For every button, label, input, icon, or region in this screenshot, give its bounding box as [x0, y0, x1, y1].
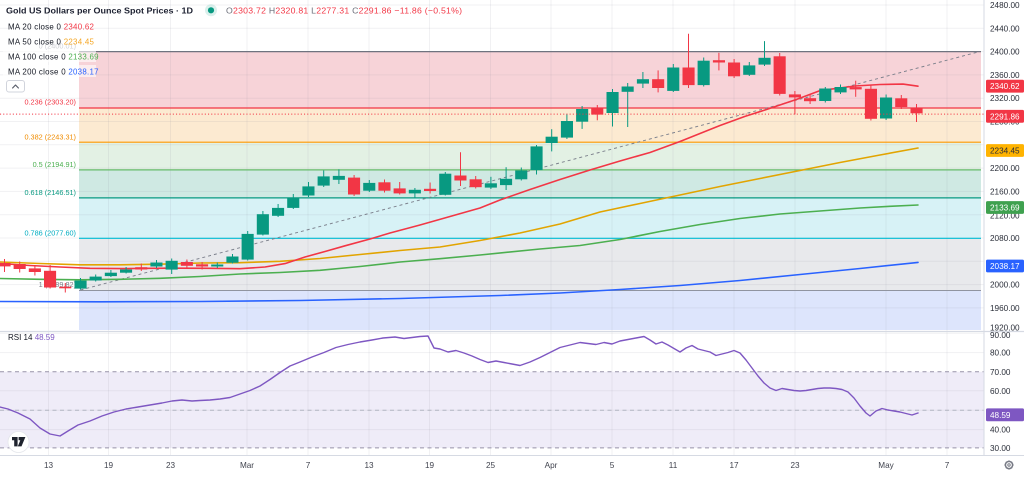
svg-text:0.5 (2194.91): 0.5 (2194.91) [33, 160, 76, 169]
svg-text:O2303.72 H2320.81 L2277.31 C22: O2303.72 H2320.81 L2277.31 C2291.86 −11.… [226, 5, 462, 15]
svg-text:1 (1989.82): 1 (1989.82) [39, 280, 76, 289]
svg-text:11: 11 [669, 461, 678, 470]
svg-text:Apr: Apr [545, 461, 558, 470]
svg-text:13: 13 [44, 461, 54, 470]
svg-text:90.00: 90.00 [990, 331, 1011, 340]
svg-text:23: 23 [790, 461, 800, 470]
svg-text:25: 25 [486, 461, 496, 470]
svg-text:RSI 14 48.59: RSI 14 48.59 [8, 333, 55, 342]
svg-text:0.786 (2077.60): 0.786 (2077.60) [24, 228, 76, 237]
svg-text:0.236 (2303.20): 0.236 (2303.20) [24, 98, 76, 107]
svg-text:60.00: 60.00 [990, 387, 1011, 396]
svg-text:MA 20 close 0 2340.62: MA 20 close 0 2340.62 [8, 22, 94, 31]
svg-text:2200.00: 2200.00 [990, 164, 1020, 173]
svg-text:MA 50 close 0 2234.45: MA 50 close 0 2234.45 [8, 37, 95, 46]
svg-text:2400.00: 2400.00 [990, 48, 1020, 57]
svg-text:2440.00: 2440.00 [990, 24, 1020, 33]
svg-text:Mar: Mar [240, 461, 254, 470]
svg-text:40.00: 40.00 [990, 426, 1011, 435]
svg-text:7: 7 [945, 461, 950, 470]
svg-text:48.59: 48.59 [990, 411, 1011, 420]
svg-text:23: 23 [166, 461, 176, 470]
svg-text:7: 7 [306, 461, 311, 470]
svg-text:2340.62: 2340.62 [990, 82, 1020, 91]
svg-text:70.00: 70.00 [990, 368, 1011, 377]
svg-text:80.00: 80.00 [990, 349, 1011, 358]
svg-text:2000.00: 2000.00 [990, 281, 1020, 290]
svg-text:2360.00: 2360.00 [990, 71, 1020, 80]
svg-text:30.00: 30.00 [990, 444, 1011, 453]
svg-text:2120.00: 2120.00 [990, 212, 1020, 221]
svg-text:2291.86: 2291.86 [990, 112, 1020, 121]
svg-text:MA 200 close 0 2038.17: MA 200 close 0 2038.17 [8, 67, 99, 76]
svg-text:1960.00: 1960.00 [990, 304, 1020, 313]
svg-text:0.618 (2146.51): 0.618 (2146.51) [24, 188, 76, 197]
svg-text:5: 5 [610, 461, 615, 470]
svg-text:2038.17: 2038.17 [990, 262, 1020, 271]
svg-text:19: 19 [425, 461, 435, 470]
svg-text:2160.00: 2160.00 [990, 187, 1020, 196]
svg-text:17: 17 [729, 461, 739, 470]
svg-text:2080.00: 2080.00 [990, 234, 1020, 243]
svg-text:2133.69: 2133.69 [990, 204, 1020, 213]
svg-text:2234.45: 2234.45 [990, 147, 1020, 156]
svg-text:2320.00: 2320.00 [990, 94, 1020, 103]
svg-text:1920.00: 1920.00 [990, 324, 1020, 333]
svg-text:0.382 (2243.31): 0.382 (2243.31) [24, 133, 76, 142]
svg-text:May: May [878, 461, 894, 470]
svg-text:Gold US Dollars per Ounce Spot: Gold US Dollars per Ounce Spot Prices · … [6, 6, 193, 16]
svg-text:19: 19 [104, 461, 114, 470]
svg-text:2480.00: 2480.00 [990, 1, 1020, 10]
svg-text:MA 100 close 0 2133.69: MA 100 close 0 2133.69 [8, 52, 99, 61]
svg-text:13: 13 [364, 461, 374, 470]
